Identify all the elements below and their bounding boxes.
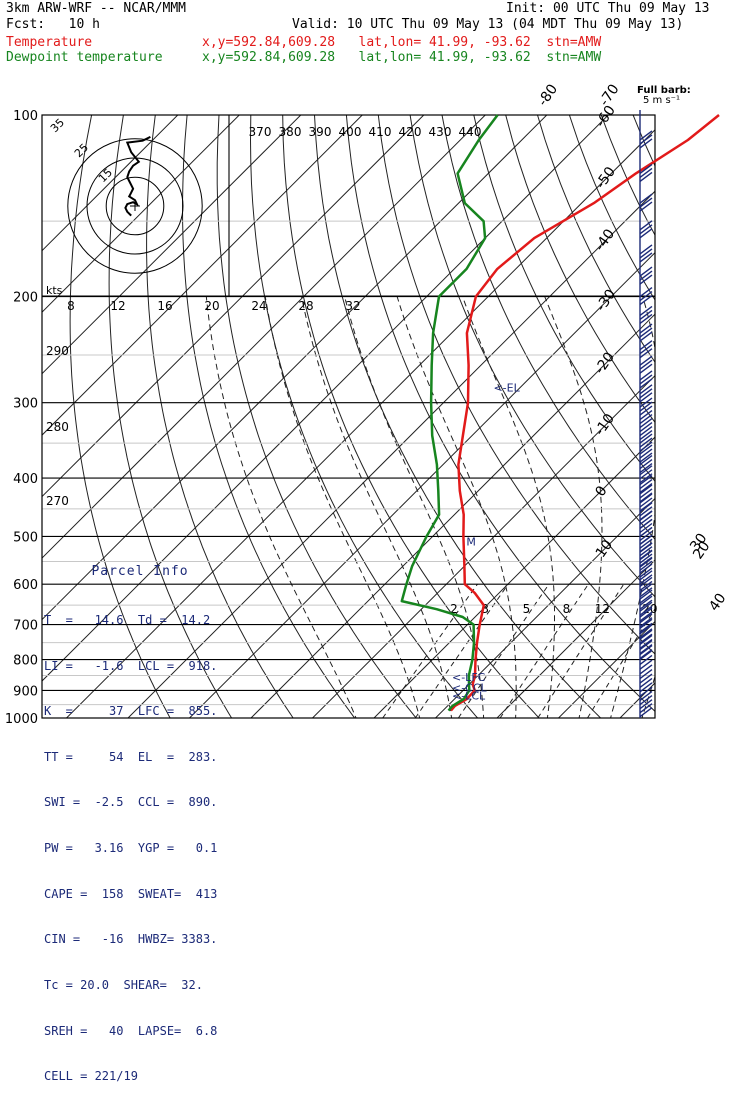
hodograph-speed-label: 8 (67, 299, 75, 313)
theta-label: 420 (399, 125, 422, 139)
hodograph-speed-label: 24 (251, 299, 266, 313)
dry-adiabat-label: 270 (46, 494, 69, 508)
dry-adiabat-label: 280 (46, 420, 69, 434)
parcel-info-row: PW = 3.16 YGP = 0.1 (44, 841, 236, 856)
wind-barb (640, 660, 652, 669)
pressure-tick-label: 300 (13, 397, 38, 412)
parcel-info-row: SWI = -2.5 CCL = 890. (44, 795, 236, 810)
parcel-info-row: Tc = 20.0 SHEAR= 32. (44, 978, 236, 993)
isotherm (669, 115, 740, 731)
barb-legend-unit: 5 m s⁻¹ (643, 95, 680, 106)
pressure-tick-label: 200 (13, 291, 38, 306)
theta-label: 380 (279, 125, 302, 139)
pressure-tick-label: 500 (13, 530, 38, 545)
hodograph-ring-label: 15 (96, 166, 115, 185)
theta-label: 430 (429, 125, 452, 139)
pressure-tick-label: 100 (13, 109, 38, 124)
sounding-annotation: <-LCL (452, 690, 486, 703)
isotherm (361, 115, 740, 731)
pressure-tick-label: 700 (13, 619, 38, 634)
sounding-annotation: <-EL (493, 381, 520, 394)
mixing-ratio-label: 5 (523, 602, 531, 616)
dry-adiabat (601, 115, 740, 731)
theta-label: 370 (249, 125, 272, 139)
isotherm (730, 115, 740, 731)
dry-adiabat (665, 115, 740, 731)
isotherm-label: 40 (706, 591, 729, 615)
mixing-ratio-line (500, 584, 588, 718)
dry-adiabat (633, 115, 740, 731)
dewpoint-line (402, 115, 498, 711)
parcel-info-row: CELL = 221/19 (44, 1069, 236, 1084)
theta-label: 440 (459, 125, 482, 139)
theta-label: 400 (339, 125, 362, 139)
dry-adiabat (729, 115, 740, 731)
dry-adiabat (217, 115, 427, 731)
pressure-tick-label: 600 (13, 578, 38, 593)
parcel-info-row: CIN = -16 HWBZ= 3383. (44, 932, 236, 947)
hodograph-speed-label: 20 (204, 299, 219, 313)
hodograph-speed-label: 16 (157, 299, 172, 313)
wind-barb (640, 678, 652, 687)
mixing-ratio-label: 12 (595, 602, 610, 616)
hodograph-speed-label: 32 (345, 299, 360, 313)
parcel-info-row: T = 14.6 Td = 14.2 (44, 613, 236, 628)
isotherm (300, 115, 740, 731)
hodograph-unit-label: kts (46, 284, 63, 297)
pressure-tick-label: 900 (13, 684, 38, 699)
dry-adiabat (506, 115, 740, 731)
isotherm (607, 115, 740, 731)
temperature-line (451, 115, 719, 711)
wind-barb (640, 670, 652, 679)
hodograph-trace (125, 137, 150, 216)
moist-adiabat (397, 297, 516, 731)
moist-adiabat (545, 297, 602, 731)
dry-adiabat (442, 115, 740, 731)
theta-label: 390 (309, 125, 332, 139)
isotherm-label: -80 (535, 81, 561, 109)
wind-barbs: Full barb:5 m s⁻¹ (637, 85, 691, 718)
moist-adiabat (638, 297, 739, 731)
hodograph-speed-label: 28 (298, 299, 313, 313)
dry-adiabat-label: 290 (46, 344, 69, 358)
parcel-info-title: Parcel Info (44, 564, 236, 579)
theta-label: 410 (369, 125, 392, 139)
hodograph-ring-label: 35 (48, 116, 67, 135)
wind-barb (640, 665, 652, 674)
pressure-tick-label: 800 (13, 654, 38, 669)
parcel-info-row: SREH = 40 LAPSE= 6.8 (44, 1024, 236, 1039)
parcel-info-panel: Parcel Info T = 14.6 Td = 14.2 LI = -1.6… (44, 534, 236, 730)
isotherm (238, 115, 740, 731)
pressure-tick-label: 1000 (5, 712, 38, 727)
dry-adiabat (346, 115, 676, 731)
isotherm (546, 115, 740, 731)
parcel-info-row: LI = -1.6 LCL = 918. (44, 659, 236, 674)
dry-adiabat (410, 115, 740, 731)
pressure-tick-label: 400 (13, 472, 38, 487)
hodograph-speed-label: 12 (110, 299, 125, 313)
dry-adiabat (697, 115, 740, 731)
parcel-info-row: CAPE = 158 SWEAT= 413 (44, 887, 236, 902)
parcel-info-row: TT = 54 EL = 283. (44, 750, 236, 765)
isotherm-label: -70 (596, 81, 622, 109)
parcel-info-row: K = 37 LFC = 855. (44, 704, 236, 719)
sounding-annotation: M (466, 536, 476, 549)
mixing-ratio-label: 8 (563, 602, 571, 616)
